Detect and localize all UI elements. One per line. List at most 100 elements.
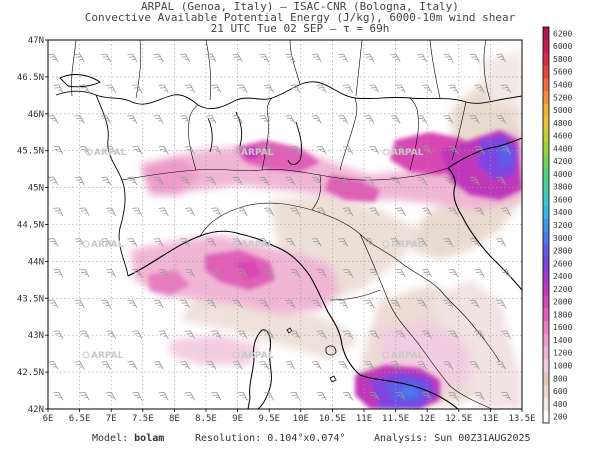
watermark: ARPAL bbox=[232, 148, 274, 158]
wind-barb bbox=[448, 330, 459, 339]
colorbar-label: 2000 bbox=[553, 298, 572, 307]
colorbar-swatch bbox=[543, 359, 549, 373]
lon-label: 10E bbox=[293, 414, 309, 424]
wind-barb bbox=[390, 238, 401, 247]
colorbar-swatch bbox=[543, 39, 549, 53]
wind-barb bbox=[185, 330, 196, 339]
wind-barb bbox=[264, 207, 275, 216]
wind-barb bbox=[101, 53, 112, 63]
wind-barb bbox=[311, 115, 322, 124]
wind-barb bbox=[390, 115, 401, 124]
wind-barb bbox=[469, 361, 480, 370]
colorbar-label: 1200 bbox=[553, 349, 572, 358]
wind-barb bbox=[417, 115, 428, 124]
lat-label: 43.5N bbox=[17, 294, 44, 304]
wind-barb bbox=[132, 391, 143, 401]
watermark-text: ARPAL bbox=[94, 148, 127, 158]
wind-barb bbox=[311, 361, 322, 370]
wind-barb bbox=[290, 84, 301, 93]
watermark: ARPAL bbox=[232, 240, 274, 250]
watermark-text: ARPAL bbox=[91, 351, 124, 361]
colorbar-label: 5400 bbox=[553, 80, 572, 89]
watermark-text: ARPAL bbox=[241, 351, 274, 361]
wind-barb bbox=[101, 115, 112, 124]
wind-barb bbox=[417, 238, 428, 247]
wind-barb bbox=[206, 238, 217, 247]
colorbar-swatch bbox=[543, 65, 549, 79]
colorbar-swatch bbox=[543, 154, 549, 168]
colorbar-swatch bbox=[543, 78, 549, 92]
wind-barb bbox=[474, 84, 485, 93]
wind-barb bbox=[211, 207, 222, 216]
colorbar-swatch bbox=[543, 244, 549, 258]
wind-barb bbox=[211, 145, 222, 155]
wind-barb bbox=[259, 361, 270, 370]
wind-barb bbox=[232, 176, 243, 186]
wind-barb bbox=[417, 361, 428, 370]
wind-barb bbox=[53, 145, 64, 155]
lon-label: 12E bbox=[419, 414, 435, 424]
wind-barb bbox=[343, 207, 354, 216]
colorbar-swatch bbox=[543, 205, 549, 219]
wind-barb bbox=[101, 176, 112, 186]
wind-barb bbox=[496, 176, 507, 186]
watermark-text: ARPAL bbox=[391, 240, 424, 250]
colorbar-swatch bbox=[543, 371, 549, 385]
arpal-watermarks: ARPAL ARPAL ARPAL ARPAL ARPAL ARPAL ARPAL ARPAL… bbox=[82, 148, 424, 361]
wind-barb bbox=[369, 391, 380, 401]
wind-barb bbox=[369, 207, 380, 216]
wind-barb bbox=[417, 176, 428, 186]
wind-barb bbox=[185, 268, 196, 278]
watermark-text: ARPAL bbox=[241, 148, 274, 158]
wind-barb bbox=[443, 53, 454, 63]
wind-barb bbox=[496, 238, 507, 247]
wind-barb bbox=[237, 145, 248, 155]
wind-barb bbox=[448, 391, 459, 401]
colorbar-label: 2200 bbox=[553, 285, 572, 294]
wind-barb bbox=[364, 238, 375, 247]
axis-ticks bbox=[45, 39, 523, 412]
wind-barb bbox=[79, 207, 90, 216]
colorbar-swatch bbox=[543, 141, 549, 156]
wind-barb bbox=[158, 391, 169, 401]
wind-barb bbox=[211, 84, 222, 93]
wind-barb bbox=[501, 84, 512, 93]
wind-barb bbox=[443, 299, 454, 309]
wind-barb bbox=[469, 176, 480, 186]
wind-barb bbox=[127, 53, 138, 63]
wind-barb bbox=[316, 268, 327, 278]
wind-barb bbox=[237, 391, 248, 401]
wind-barb bbox=[285, 299, 296, 309]
wind-barb bbox=[469, 53, 480, 63]
colorbar-swatch bbox=[543, 308, 549, 322]
wind-barb bbox=[206, 176, 217, 186]
colorbar-label: 400 bbox=[553, 400, 568, 409]
wind-barb bbox=[106, 145, 117, 155]
wind-barb bbox=[206, 299, 217, 309]
colorbar-label: 1600 bbox=[553, 323, 572, 332]
wind-barb bbox=[74, 361, 85, 370]
wind-barb bbox=[74, 115, 85, 124]
wind-barb bbox=[364, 299, 375, 309]
colorbar-label: 3400 bbox=[553, 208, 572, 217]
lon-label: 10.5E bbox=[319, 414, 346, 424]
wind-barb bbox=[501, 268, 512, 278]
watermark: ARPAL bbox=[82, 240, 124, 250]
wind-barb bbox=[338, 299, 349, 309]
wind-barb bbox=[443, 176, 454, 186]
wind-barb bbox=[153, 238, 164, 247]
wind-barb bbox=[259, 299, 270, 309]
wind-barb bbox=[74, 176, 85, 186]
colorbar-swatch bbox=[543, 269, 549, 283]
wind-barb bbox=[158, 207, 169, 216]
wind-barb bbox=[79, 145, 90, 155]
wind-barb bbox=[259, 115, 270, 124]
colorbar-swatch bbox=[543, 129, 549, 143]
wind-barb bbox=[180, 176, 191, 186]
wind-barb bbox=[48, 299, 59, 309]
lat-label: 46N bbox=[28, 110, 44, 120]
wind-barb bbox=[264, 84, 275, 93]
wind-barb bbox=[53, 84, 64, 93]
colorbar-swatch bbox=[543, 397, 549, 411]
colorbar-label: 5000 bbox=[553, 106, 572, 115]
